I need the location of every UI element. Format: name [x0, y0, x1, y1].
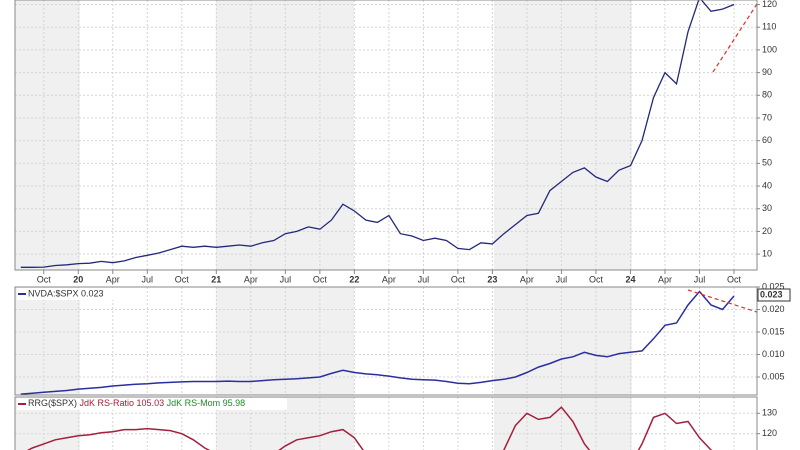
legend: RRG($SPX) JdK RS-Ratio 105.03 JdK RS-Mom…: [28, 398, 245, 408]
current-value-box: [757, 288, 791, 302]
series-group: [20, 0, 735, 268]
x-tick-label: Jul: [280, 274, 292, 284]
x-tick-label: 22: [349, 274, 359, 284]
y-tick-label: 40: [762, 180, 772, 190]
series-group: [20, 290, 735, 395]
y-tick-label: 90: [762, 67, 772, 77]
y-tick-label: 10: [762, 248, 772, 258]
panel-frame: [14, 0, 758, 271]
plot-layer: 10 20 30 40 50 60 70 80 90 100 110 120 0.025 0.020 0.0…: [15, 0, 785, 450]
panel-frame: [14, 396, 758, 450]
y-tick-label: 30: [762, 203, 772, 213]
trend-line: [712, 3, 758, 73]
x-tick-label: Oct: [451, 274, 466, 284]
x-tick-label: 23: [487, 274, 497, 284]
y-tick-label: 120: [762, 428, 777, 438]
label-bg: [17, 398, 287, 410]
y-tick-label: 50: [762, 158, 772, 168]
data-line: [20, 290, 735, 395]
x-tick-label: Oct: [175, 274, 190, 284]
x-tick-label: Apr: [106, 274, 120, 284]
legend-entry: JdK RS-Mom 95.98: [167, 398, 246, 408]
panel-frame: [14, 286, 758, 396]
y-tick-label: 0.015: [762, 326, 785, 336]
data-line: [26, 406, 713, 450]
current-value: 0.023: [760, 289, 783, 299]
year-shading: [15, 0, 632, 450]
x-tick-label: Jul: [556, 274, 568, 284]
x-tick-label: Jul: [142, 274, 154, 284]
x-tick-label: Oct: [727, 274, 742, 284]
y-tick-label: 110: [762, 22, 776, 32]
trend-line: [687, 289, 758, 313]
y-tick-label: 80: [762, 90, 772, 100]
x-tick-label: Oct: [589, 274, 604, 284]
y-tick-label: 0.010: [762, 349, 785, 359]
x-tick-label: Jul: [694, 274, 706, 284]
y-tick-label: 60: [762, 135, 772, 145]
legend-entry: JdK RS-Ratio 105.03: [80, 398, 165, 408]
label-bg: [17, 288, 127, 300]
x-tick-label: Jul: [418, 274, 430, 284]
x-tick-label: Oct: [37, 274, 52, 284]
x-tick-label: 24: [625, 274, 635, 284]
y-tick-label: 120: [762, 0, 777, 9]
data-line: [20, 0, 735, 268]
x-tick-label: Apr: [244, 274, 258, 284]
x-tick-label: 20: [73, 274, 83, 284]
y-tick-label: 20: [762, 226, 772, 236]
y-tick-label: 0.020: [762, 304, 785, 314]
x-tick-label: 21: [211, 274, 221, 284]
y-tick-label: 130: [762, 408, 777, 418]
y-tick-label: 0.005: [762, 371, 785, 381]
panel-title: NVDA:$SPX 0.023: [28, 288, 104, 298]
y-tick-label: 0.025: [762, 281, 785, 291]
series-group: [26, 406, 713, 450]
x-tick-label: Apr: [520, 274, 534, 284]
panel-title: RRG($SPX): [28, 398, 77, 408]
x-tick-label: Apr: [382, 274, 396, 284]
y-tick-label: 70: [762, 112, 772, 122]
y-tick-label: 100: [762, 44, 777, 54]
x-tick-label: Apr: [658, 274, 672, 284]
x-tick-label: Oct: [313, 274, 328, 284]
